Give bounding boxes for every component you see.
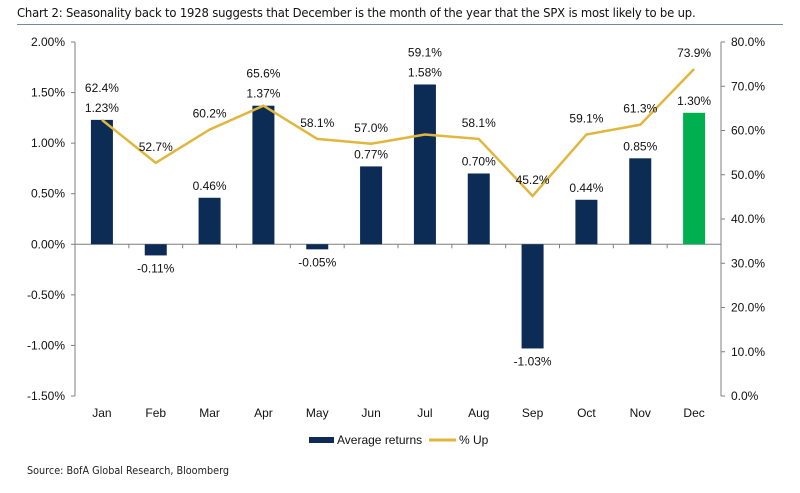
bar-label-dec: 1.30%	[677, 94, 711, 108]
bar-label-jul: 1.58%	[408, 65, 442, 79]
x-axis: Jan Feb Mar Apr May Jun Jul Aug Sep Oct Nov Dec	[74, 243, 722, 420]
left-axis-tick-label: 2.00%	[31, 35, 65, 49]
line-label-oct: 59.1%	[569, 111, 603, 125]
x-axis-label-jun: Jun	[361, 406, 380, 420]
left-y-axis: 2.00% 1.50% 1.00% 0.50% 0.00% -0.50% -1.00% -1.…	[27, 35, 76, 403]
bar-jul	[413, 84, 436, 245]
source-note: Source: BofA Global Research, Bloomberg	[27, 465, 230, 477]
line-series-pct-up	[101, 68, 695, 198]
bar-dec	[683, 112, 706, 245]
bar-label-may: -0.05%	[298, 255, 336, 269]
bar-label-apr: 1.37%	[246, 87, 280, 101]
line-label-jun: 57.0%	[354, 121, 388, 135]
line-label-nov: 61.3%	[623, 102, 657, 116]
bar-label-nov: 0.85%	[623, 139, 657, 153]
x-axis-label-oct: Oct	[577, 406, 596, 420]
bar-jun	[360, 166, 383, 245]
line-label-may: 58.1%	[300, 116, 334, 130]
line-data-labels: 62.4% 52.7% 60.2% 65.6% 58.1% 57.0% 59.1% 58.1%…	[85, 45, 712, 187]
right-axis-tick-label: 80.0%	[731, 35, 765, 49]
bar-may	[306, 244, 329, 250]
x-axis-label-sep: Sep	[522, 406, 544, 420]
bar-label-jun: 0.77%	[354, 147, 388, 161]
x-axis-label-jan: Jan	[92, 406, 111, 420]
right-axis-tick-label: 10.0%	[731, 345, 765, 359]
right-y-axis: 80.0% 70.0% 60.0% 50.0% 40.0% 30.0% 20.0% 10.0%…	[720, 35, 765, 403]
bar-sep	[521, 244, 544, 349]
bar-aug	[467, 173, 490, 245]
bar-mar	[198, 197, 221, 245]
bar-data-labels: 1.23% -0.11% 0.46% 1.37% -0.05% 0.77% 1.58% 0.7…	[85, 65, 712, 368]
legend: Average returns % Up	[309, 433, 489, 447]
x-axis-label-may: May	[306, 406, 329, 420]
bar-apr	[252, 105, 275, 245]
bar-label-feb: -0.11%	[137, 261, 174, 275]
right-axis-tick-label: 50.0%	[731, 168, 765, 182]
bar-jan	[90, 119, 113, 245]
left-axis-tick-label: 0.50%	[31, 187, 65, 201]
bar-series-average-returns	[90, 84, 706, 349]
right-axis-tick-label: 40.0%	[731, 212, 765, 226]
x-axis-label-apr: Apr	[254, 406, 273, 420]
line-label-apr: 65.6%	[246, 67, 280, 81]
line-label-feb: 52.7%	[139, 140, 173, 154]
line-label-jul: 59.1%	[408, 45, 442, 59]
bar-feb	[144, 244, 167, 256]
left-axis-tick-label: -1.50%	[27, 389, 65, 403]
left-axis-tick-label: 0.00%	[31, 237, 65, 251]
legend-swatch-average-returns	[309, 437, 334, 443]
line-label-sep: 45.2%	[516, 173, 550, 187]
right-axis-tick-label: 0.0%	[731, 389, 759, 403]
bar-label-jan: 1.23%	[85, 101, 119, 115]
left-axis-tick-label: 1.50%	[31, 86, 65, 100]
bar-label-aug: 0.70%	[462, 154, 496, 168]
line-label-jan: 62.4%	[85, 81, 119, 95]
left-axis-tick-label: -0.50%	[27, 288, 65, 302]
pct-up-line	[101, 68, 695, 198]
x-axis-label-dec: Dec	[683, 406, 704, 420]
bar-label-sep: -1.03%	[514, 354, 552, 368]
x-axis-label-nov: Nov	[630, 406, 651, 420]
bar-label-oct: 0.44%	[569, 181, 603, 195]
right-axis-tick-label: 70.0%	[731, 79, 765, 93]
line-label-dec: 73.9%	[677, 46, 711, 60]
x-axis-label-jul: Jul	[417, 406, 432, 420]
x-axis-label-mar: Mar	[199, 406, 220, 420]
chart-title: Chart 2: Seasonality back to 1928 sugges…	[17, 5, 696, 20]
legend-label-pct-up: % Up	[459, 433, 489, 447]
x-axis-label-feb: Feb	[145, 406, 166, 420]
right-axis-tick-label: 30.0%	[731, 256, 765, 270]
line-label-mar: 60.2%	[193, 107, 227, 121]
bar-nov	[629, 158, 652, 245]
legend-label-average-returns: Average returns	[337, 433, 422, 447]
x-axis-label-aug: Aug	[468, 406, 489, 420]
left-axis-tick-label: -1.00%	[27, 338, 65, 352]
right-axis-tick-label: 20.0%	[731, 301, 765, 315]
bar-oct	[575, 199, 598, 245]
bar-label-mar: 0.46%	[193, 179, 227, 193]
title-divider	[17, 24, 783, 25]
right-axis-tick-label: 60.0%	[731, 124, 765, 138]
line-label-aug: 58.1%	[462, 116, 496, 130]
left-axis-tick-label: 1.00%	[31, 136, 65, 150]
